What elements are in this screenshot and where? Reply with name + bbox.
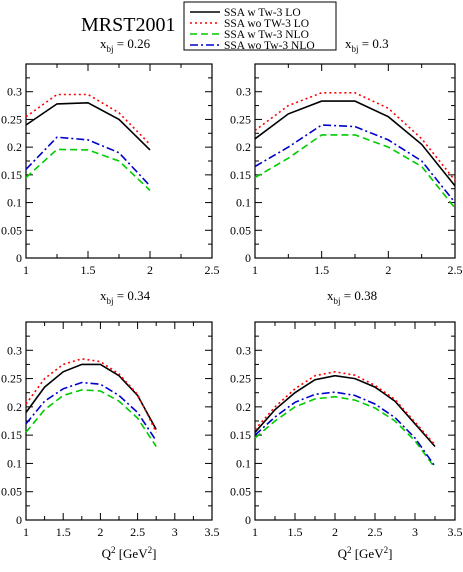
series-line — [25, 389, 157, 447]
series-line — [254, 391, 436, 467]
y-tick-label: 0 — [245, 251, 251, 265]
panel-title-value: = 0.34 — [114, 288, 151, 303]
series-line — [254, 92, 456, 181]
x-tick-label: 2 — [332, 525, 338, 539]
y-tick-label: 0.05 — [1, 485, 22, 499]
x-tick-label: 2.5 — [368, 525, 383, 539]
panel-1: xbj = 0.26 0 0.05 0.1 0.15 0.2 0.25 0.3 1 1.5 2 2.5 — [1, 36, 220, 277]
panel-title-value: = 0.26 — [114, 36, 151, 51]
series-line — [254, 100, 456, 187]
x-tick-label: 3.5 — [205, 525, 220, 539]
x-tick-label: 3.5 — [448, 525, 463, 539]
panel-title-sub: bj — [334, 296, 341, 306]
y-tick-label: 0.2 — [7, 140, 22, 154]
y-tick-label: 0.1 — [7, 196, 22, 210]
y-tick-label: 0.1 — [7, 456, 22, 470]
y-tick-label: 0.05 — [230, 485, 251, 499]
y-tick-label: 0.15 — [230, 428, 251, 442]
y-tick-label: 0.1 — [236, 196, 251, 210]
x-tick-label: 1 — [252, 263, 258, 277]
y-tick-label: 0.3 — [236, 343, 251, 357]
y-tick-label: 0 — [16, 251, 22, 265]
x-axis-label: Q2 [GeV2] — [102, 545, 157, 561]
legend-box — [183, 1, 337, 51]
x-tick-label: 1.5 — [56, 525, 71, 539]
series-line — [254, 374, 436, 448]
series-line — [25, 136, 151, 187]
panel-title-value: = 0.38 — [341, 288, 378, 303]
panel-title: xbj = 0.26 — [100, 36, 151, 54]
x-tick-label: 2.5 — [448, 263, 463, 277]
y-tick-label: 0.25 — [230, 372, 251, 386]
y-tick-label: 0 — [16, 513, 22, 527]
series-line — [25, 148, 151, 191]
panel-4: xbj = 0.38 0 0.05 0.1 0.15 0.2 0.25 0.3 1 1.5 2 2.5… — [230, 288, 463, 561]
y-tick-label: 0.3 — [236, 85, 251, 99]
series-line — [254, 395, 436, 469]
series-line — [25, 381, 157, 442]
panel-title-main: x — [345, 36, 352, 51]
x-tick-label: 1.5 — [288, 525, 303, 539]
x-tick-label: 3 — [412, 525, 418, 539]
panel-title: xbj = 0.3 — [345, 36, 389, 54]
y-tick-label: 0.15 — [230, 168, 251, 182]
y-tick-label: 0.2 — [236, 400, 251, 414]
y-tick-label: 0.3 — [7, 343, 22, 357]
panel-3: xbj = 0.34 0 0.05 0.1 0.15 0.2 0.25 0.3 1 1.5 2 2.5… — [1, 288, 220, 561]
legend-label: SSA w Tw-3 NLO — [224, 29, 309, 41]
series-line — [254, 134, 456, 209]
y-tick-label: 0.15 — [1, 428, 22, 442]
panel-title-sub: bj — [352, 44, 359, 54]
legend-label: SSA wo Tw-3 NLO — [224, 40, 315, 52]
x-tick-label: 1.5 — [314, 263, 329, 277]
panel-title-main: x — [327, 288, 334, 303]
x-tick-label: 1 — [23, 263, 29, 277]
y-tick-label: 0.25 — [1, 112, 22, 126]
plot-frame — [25, 321, 213, 521]
x-tick-label: 2.5 — [130, 525, 145, 539]
y-tick-label: 0 — [245, 513, 251, 527]
x-axis-label: Q2 [GeV2] — [338, 545, 393, 561]
y-tick-label: 0.25 — [230, 112, 251, 126]
x-tick-label: 1.5 — [81, 263, 96, 277]
y-tick-label: 0.3 — [7, 85, 22, 99]
panel-title: xbj = 0.34 — [100, 288, 151, 306]
legend-label: SSA wo TW-3 LO — [224, 18, 309, 30]
series-line — [25, 363, 157, 430]
x-tick-label: 1 — [23, 525, 29, 539]
series-line — [25, 101, 151, 151]
panel-title: xbj = 0.38 — [327, 288, 377, 306]
panel-title-sub: bj — [107, 296, 114, 306]
series-line — [254, 124, 456, 204]
y-tick-label: 0.15 — [1, 168, 22, 182]
panel-2: xbj = 0.3 0 0.05 0.1 0.15 0.2 0.25 0.3 1 1.5 2 2.5 — [230, 36, 463, 277]
x-tick-label: 2 — [147, 263, 153, 277]
y-tick-label: 0.2 — [236, 140, 251, 154]
panel-title-main: x — [100, 288, 107, 303]
x-tick-label: 2 — [385, 263, 391, 277]
y-tick-label: 0.05 — [1, 223, 22, 237]
panel-title-main: x — [100, 36, 107, 51]
y-tick-label: 0.25 — [1, 372, 22, 386]
series-line — [254, 370, 436, 446]
panel-title-value: = 0.3 — [359, 36, 389, 51]
x-tick-label: 3 — [172, 525, 178, 539]
figure-title: MRST2001 — [81, 14, 175, 36]
y-tick-label: 0.1 — [236, 456, 251, 470]
y-tick-label: 0.2 — [7, 400, 22, 414]
y-tick-label: 0.05 — [230, 223, 251, 237]
legend-label: SSA w Tw-3 LO — [224, 7, 301, 19]
x-tick-label: 1 — [252, 525, 258, 539]
plot-frame — [254, 321, 456, 521]
x-tick-label: 2.5 — [205, 263, 220, 277]
series-line — [25, 93, 151, 145]
panel-title-sub: bj — [107, 44, 114, 54]
x-tick-label: 2 — [97, 525, 103, 539]
series-line — [25, 357, 157, 433]
